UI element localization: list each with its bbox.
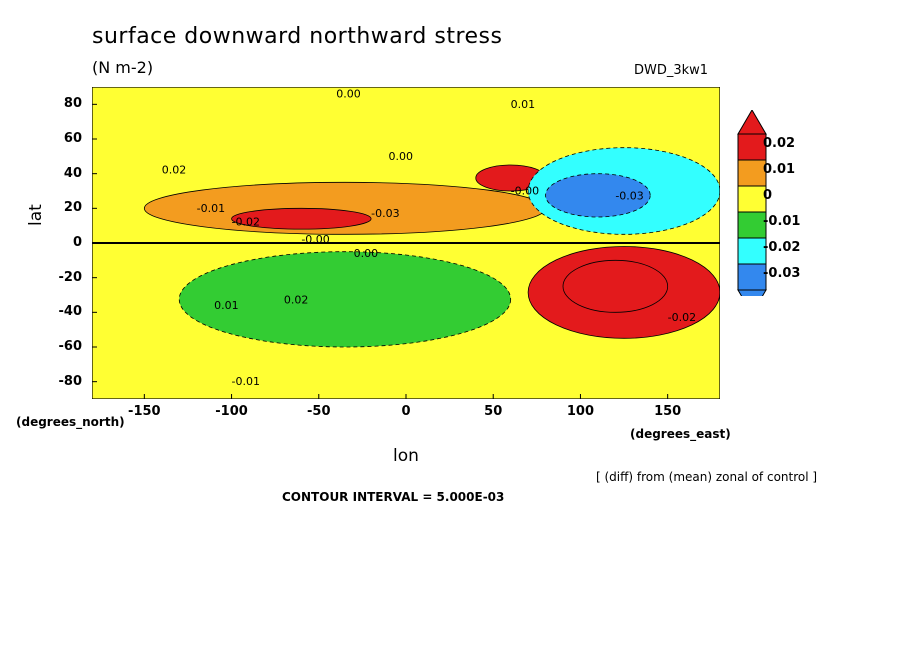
contour-label: -0.00 — [301, 233, 329, 246]
contour-lines: 0.00 0.01 0.02 -0.01 -0.02 -0.03 -0.00 0.00 0.01… — [92, 87, 720, 399]
contour-label: 0.02 — [162, 164, 187, 177]
x-axis-unit: (degrees_east) — [630, 427, 731, 441]
y-tick-label: 40 — [63, 165, 82, 181]
colorbar-top-arrow — [737, 110, 767, 135]
contour-label: -0.03 — [371, 207, 399, 220]
contour-label: 0.00 — [336, 87, 361, 100]
contour-label: -0.02 — [668, 311, 696, 324]
contour-label: -0.01 — [232, 375, 260, 388]
chart-units: (N m-2) — [92, 58, 154, 77]
y-tick-label: -40 — [58, 304, 83, 320]
field-region — [231, 207, 372, 230]
contour-label: 0.00 — [389, 150, 414, 163]
x-tick-label: -50 — [307, 404, 331, 419]
colorbar-swatch — [737, 159, 767, 187]
contour-label: -0.00 — [511, 184, 539, 197]
colorbar — [737, 110, 767, 296]
contour-label: 0.01 — [511, 98, 535, 111]
contour-label: -0.03 — [615, 190, 643, 203]
y-tick-label: 80 — [63, 96, 82, 112]
colorbar-swatch — [737, 133, 767, 161]
colorbar-swatch — [737, 211, 767, 239]
y-tick-label: -20 — [58, 269, 83, 285]
contour-interval: CONTOUR INTERVAL = 5.000E-03 — [282, 490, 505, 504]
heatmap-plot-area: 0.00 0.01 0.02 -0.01 -0.02 -0.03 -0.00 0.00 0.01… — [92, 87, 720, 399]
y-axis-unit: (degrees_north) — [16, 415, 125, 429]
colorbar-bottom-arrow — [737, 289, 767, 296]
x-tick-label: -150 — [128, 404, 161, 419]
diff-note: [ (diff) from (mean) zonal of control ] — [596, 470, 818, 484]
contour-label: 0.01 — [214, 299, 239, 312]
x-tick-label: 0 — [401, 404, 411, 419]
y-tick-label: -80 — [58, 373, 83, 389]
y-axis-label: lat — [26, 204, 46, 226]
chart-title: surface downward northward stress — [92, 24, 503, 49]
colorbar-level-label: 0.01 — [763, 162, 796, 177]
field-region — [562, 259, 669, 313]
colorbar-level-label: -0.01 — [763, 214, 801, 229]
field-region — [178, 251, 512, 348]
colorbar-level-label: -0.02 — [763, 240, 801, 255]
contour-label: -0.02 — [232, 216, 260, 229]
y-tick-label: 0 — [72, 235, 82, 250]
contour-label: 0.00 — [354, 247, 379, 260]
colorbar-level-label: -0.03 — [763, 266, 801, 281]
colorbar-level-label: 0.02 — [763, 136, 796, 151]
colorbar-swatch — [737, 263, 767, 291]
x-tick-label: -100 — [215, 404, 248, 419]
y-tick-label: -60 — [58, 339, 83, 354]
dataset-label: DWD_3kw1 — [634, 63, 709, 78]
y-tick-label: 20 — [63, 200, 82, 216]
x-tick-label: 150 — [654, 404, 682, 419]
contour-label: 0.02 — [284, 294, 309, 307]
x-axis-label: lon — [393, 446, 419, 466]
colorbar-level-label: 0 — [763, 188, 773, 203]
contour-label: -0.01 — [197, 202, 225, 215]
y-tick-label: 60 — [63, 131, 82, 146]
x-tick-label: 50 — [484, 404, 503, 419]
colorbar-swatch — [737, 185, 767, 213]
colorbar-swatch — [737, 237, 767, 265]
field-region — [545, 173, 651, 218]
x-tick-label: 100 — [566, 404, 594, 419]
